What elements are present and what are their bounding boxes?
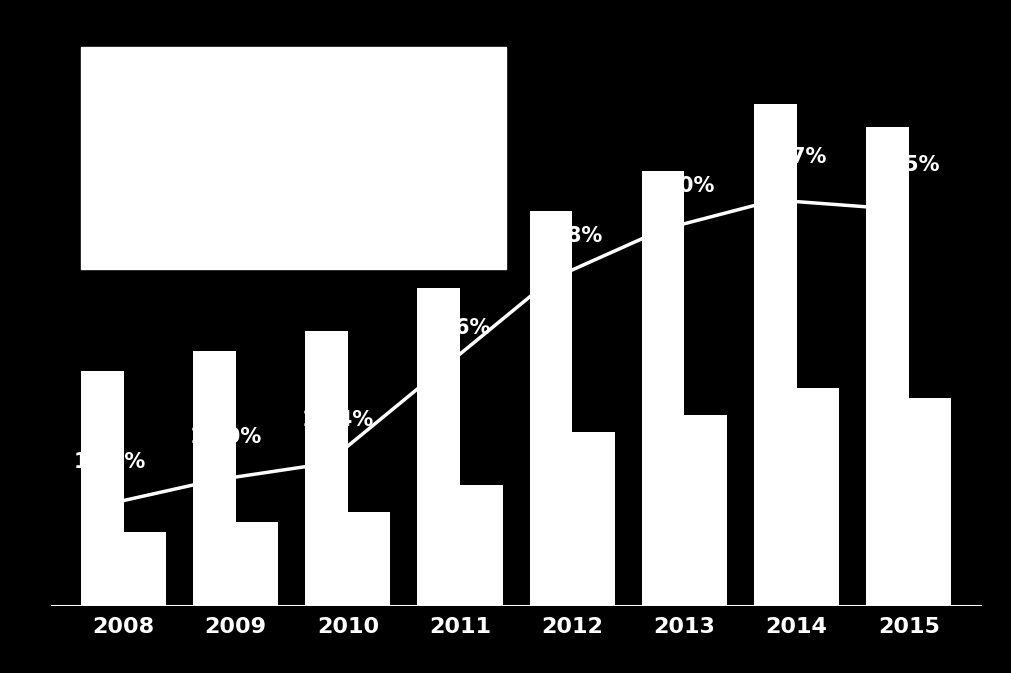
Text: 1,78%: 1,78%: [530, 226, 603, 246]
Bar: [529, 211, 571, 606]
Bar: [305, 331, 348, 606]
Bar: [460, 485, 502, 606]
Bar: [865, 127, 908, 606]
Bar: [571, 431, 615, 606]
Bar: [641, 171, 683, 606]
Text: 1,90%: 1,90%: [642, 176, 715, 196]
Text: 1,95%: 1,95%: [866, 155, 939, 175]
Bar: [753, 104, 796, 606]
Bar: [417, 288, 460, 606]
Bar: [908, 398, 950, 606]
Bar: [683, 415, 726, 606]
Bar: [81, 371, 123, 606]
Text: 1,34%: 1,34%: [301, 410, 374, 430]
Bar: [193, 351, 236, 606]
Bar: [796, 388, 838, 606]
Text: 1,56%: 1,56%: [419, 318, 490, 338]
Text: 1,97%: 1,97%: [754, 147, 827, 167]
Bar: [236, 522, 278, 606]
Bar: [348, 512, 390, 606]
Text: 1,24%: 1,24%: [74, 452, 147, 472]
Bar: [123, 532, 166, 606]
Text: 1,30%: 1,30%: [189, 427, 262, 447]
